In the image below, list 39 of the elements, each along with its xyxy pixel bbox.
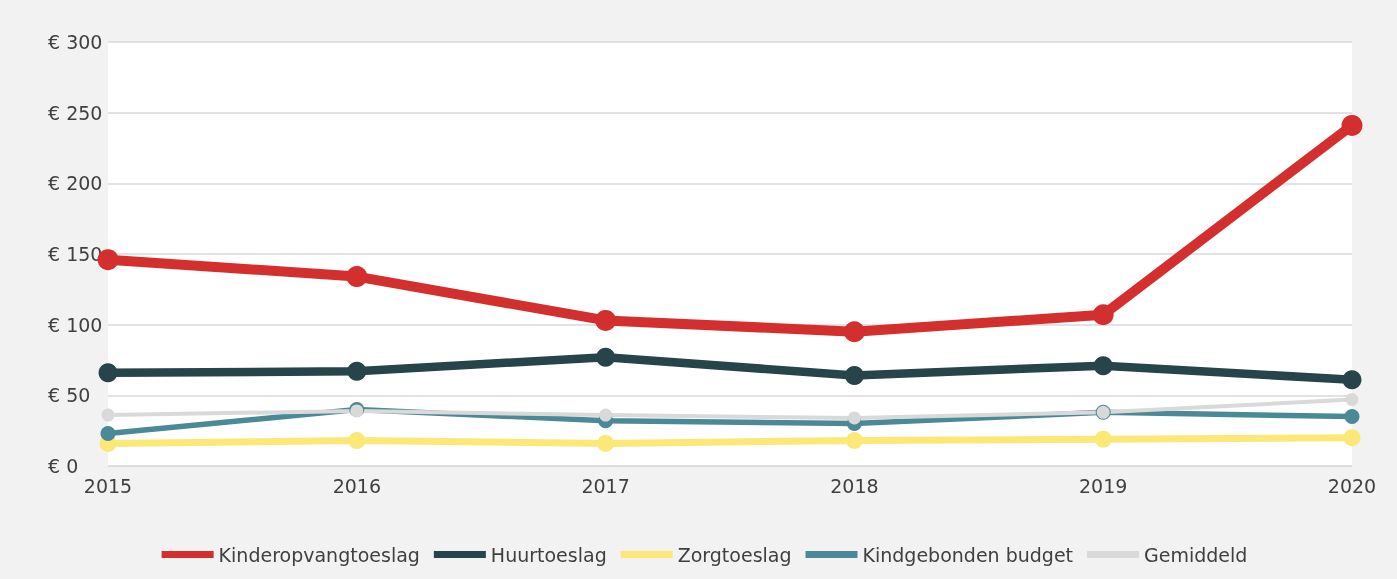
legend-label: Gemiddeld [1144, 543, 1248, 566]
legend-label: Zorgtoeslag [677, 543, 792, 566]
point [346, 266, 368, 288]
point [844, 366, 864, 386]
x-tick-label: 2017 [581, 474, 630, 497]
y-tick-label: € 200 [48, 172, 103, 195]
point [595, 309, 617, 331]
point [847, 411, 861, 425]
point [348, 432, 366, 450]
x-tick-label: 2019 [1079, 474, 1128, 497]
point [347, 361, 367, 381]
x-tick-label: 2016 [332, 474, 381, 497]
y-tick-label: € 0 [48, 455, 79, 477]
y-tick-label: € 100 [48, 313, 103, 336]
x-tick-label: 2018 [830, 474, 879, 497]
point [1093, 356, 1113, 376]
point [1341, 114, 1363, 136]
point [1092, 304, 1114, 326]
point [596, 347, 616, 367]
point [101, 408, 115, 422]
point [1343, 429, 1361, 447]
legend-label: Kindgebonden budget [862, 543, 1074, 566]
point [1344, 409, 1360, 425]
point [1094, 430, 1112, 448]
point [1342, 370, 1362, 390]
point [1345, 393, 1359, 407]
legend-label: Kinderopvangtoeslag [218, 543, 420, 566]
x-tick-label: 2015 [83, 474, 133, 497]
point [98, 363, 118, 383]
y-tick-label: € 300 [48, 31, 103, 53]
point [599, 408, 613, 422]
y-tick-label: € 50 [48, 384, 91, 407]
point [100, 426, 116, 441]
point [597, 434, 615, 452]
point [843, 321, 865, 343]
legend-label: Huurtoeslag [490, 543, 607, 566]
y-tick-label: € 250 [48, 101, 103, 124]
x-tick-label: 2020 [1327, 474, 1377, 497]
point [845, 432, 863, 450]
